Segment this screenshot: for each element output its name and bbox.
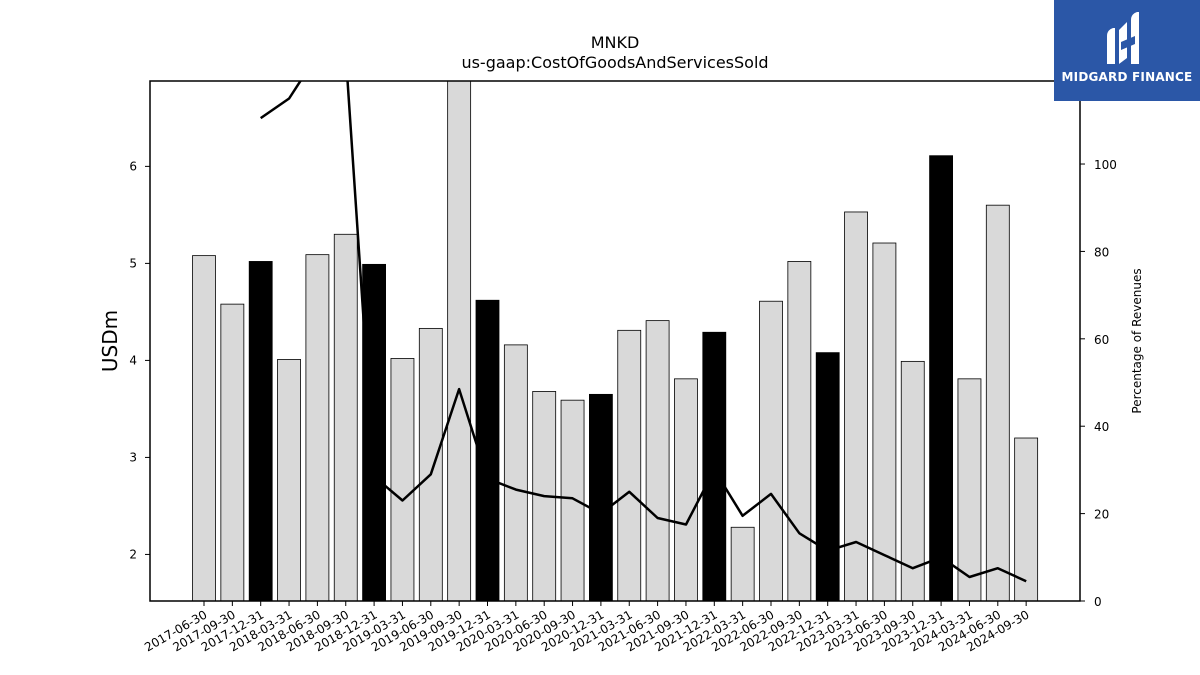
bar-2017-12-31 (248, 261, 273, 601)
bar-2022-03-31 (730, 526, 755, 601)
plot-frame (149, 80, 1081, 602)
bar-2022-06-30 (759, 300, 783, 601)
y-axis-left: 2 3 4 5 6 (129, 159, 150, 561)
x-axis: 2017-06-302017-09-302017-12-312018-03-31… (142, 601, 1032, 654)
bar-2019-12-31 (475, 299, 500, 601)
y-axis-right-label: Percentage of Revenues (1130, 268, 1144, 413)
bar-2022-09-30 (787, 261, 812, 601)
chart-title: MNKD (591, 33, 640, 52)
bar-2017-09-30 (220, 303, 245, 601)
y-right-tick-label: 0 (1094, 595, 1102, 609)
bar-2024-06-30 (985, 204, 1010, 601)
y-right-tick-label: 40 (1094, 420, 1109, 434)
bar-series (192, 81, 1039, 601)
bar-2023-12-31 (929, 155, 953, 601)
y-axis-left-label: USDm (98, 310, 122, 372)
y-right-tick-label: 20 (1094, 508, 1109, 522)
bar-2023-09-30 (900, 360, 925, 601)
line-series (259, 81, 1027, 583)
midgard-logo-icon (1107, 12, 1139, 64)
bar-2018-06-30 (305, 254, 330, 601)
midgard-finance-logo: MIDGARD FINANCE (1054, 0, 1200, 101)
bar-2019-06-30 (418, 327, 443, 601)
bar-2020-09-30 (560, 399, 585, 601)
bar-2020-12-31 (589, 393, 613, 601)
bar-2021-06-30 (645, 320, 670, 601)
y-left-tick-label: 4 (129, 353, 137, 367)
bar-2017-06-30 (192, 255, 216, 601)
bar-2023-06-30 (872, 242, 897, 601)
bar-2019-03-31 (390, 358, 415, 601)
y-left-tick-label: 3 (129, 450, 137, 464)
bar-2024-03-31 (957, 378, 982, 601)
bar-2021-12-31 (702, 331, 727, 601)
chart-subtitle: us-gaap:CostOfGoodsAndServicesSold (461, 53, 768, 72)
y-right-tick-label: 100 (1094, 158, 1117, 172)
bar-2018-03-31 (277, 359, 301, 601)
y-right-tick-label: 80 (1094, 245, 1109, 259)
bar-2022-12-31 (815, 352, 840, 601)
y-left-tick-label: 6 (129, 159, 137, 173)
bar-2018-09-30 (333, 233, 358, 601)
revenue-percentage-line (259, 81, 1027, 583)
bar-2023-03-31 (844, 211, 868, 601)
bar-2021-03-31 (617, 329, 642, 601)
bar-2019-09-30 (447, 81, 472, 601)
y-axis-right: 0 20 40 60 80 100 (1080, 158, 1117, 609)
bar-2018-12-31 (362, 263, 387, 601)
y-left-tick-label: 2 (129, 547, 137, 561)
bar-2024-09-30 (1014, 437, 1039, 601)
y-right-tick-label: 60 (1094, 333, 1109, 347)
y-left-tick-label: 5 (129, 256, 137, 270)
bar-2021-09-30 (674, 378, 698, 601)
logo-text: MIDGARD FINANCE (1061, 70, 1193, 84)
bar-2020-03-31 (503, 344, 528, 601)
